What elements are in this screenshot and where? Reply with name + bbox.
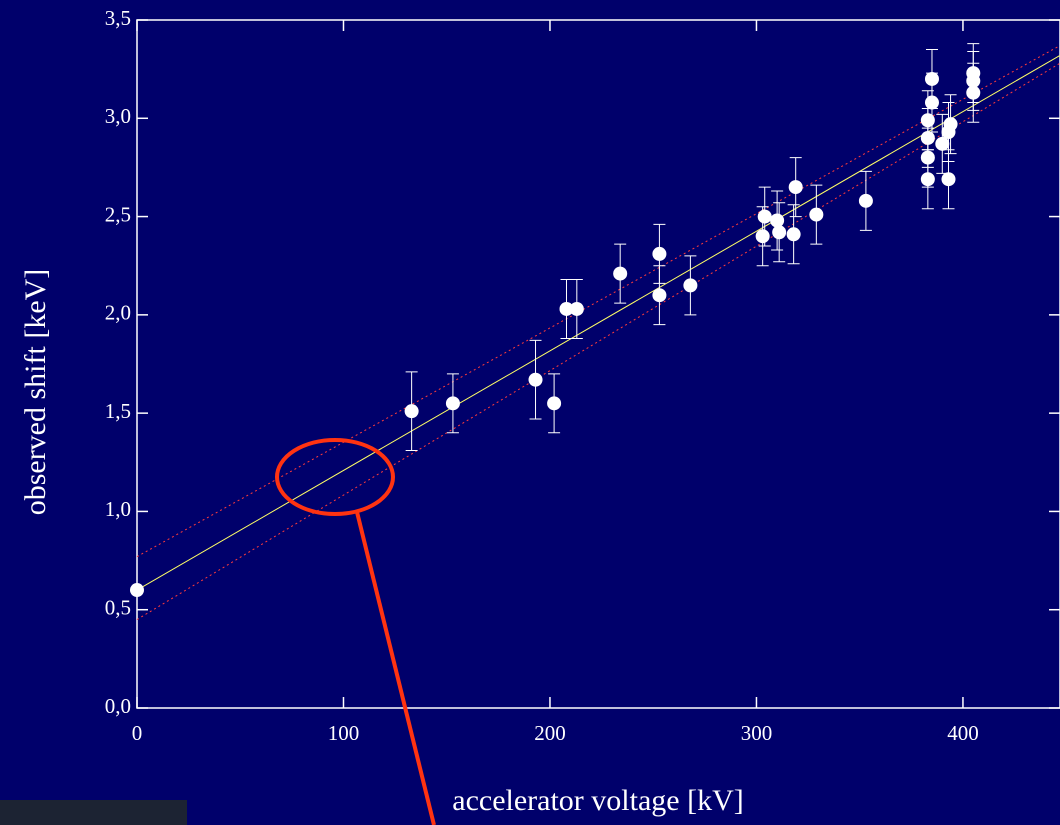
y-tick-label: 3,0 bbox=[105, 104, 131, 128]
data-point bbox=[130, 583, 144, 598]
y-tick-label: 2,5 bbox=[105, 202, 131, 226]
data-point bbox=[788, 180, 803, 195]
y-tick-label: 2,0 bbox=[105, 301, 131, 325]
x-tick-label: 400 bbox=[947, 721, 979, 745]
confidence-band bbox=[136, 45, 1060, 558]
y-tick-label: 0,5 bbox=[105, 596, 131, 620]
x-tick-label: 100 bbox=[328, 721, 360, 745]
x-tick-label: 0 bbox=[132, 721, 143, 745]
x-tick-label: 200 bbox=[534, 721, 566, 745]
data-point bbox=[547, 396, 562, 411]
data-point bbox=[858, 193, 873, 208]
data-point bbox=[772, 225, 787, 240]
data-point bbox=[559, 301, 574, 316]
data-point bbox=[569, 301, 584, 316]
y-tick-label: 1,5 bbox=[105, 399, 131, 423]
y-tick-label: 0,0 bbox=[105, 694, 131, 718]
data-point bbox=[924, 95, 939, 110]
data-point bbox=[755, 229, 770, 244]
data-point bbox=[786, 227, 801, 242]
highlight-arrow bbox=[355, 511, 436, 825]
data-point bbox=[445, 396, 460, 411]
data-point bbox=[770, 213, 785, 228]
data-point bbox=[613, 266, 628, 281]
data-point bbox=[528, 372, 543, 387]
y-tick-label: 1,0 bbox=[105, 497, 131, 521]
y-tick-label: 3,5 bbox=[105, 6, 131, 30]
data-point bbox=[404, 404, 419, 419]
y-axis-title: observed shift [keV] bbox=[19, 269, 52, 516]
data-point bbox=[920, 130, 935, 145]
data-point bbox=[943, 117, 958, 132]
data-point bbox=[941, 172, 956, 187]
plot-frame bbox=[136, 19, 1060, 709]
data-point bbox=[966, 85, 981, 100]
data-point bbox=[683, 278, 698, 293]
data-point bbox=[652, 288, 667, 303]
data-point bbox=[809, 207, 824, 222]
data-point bbox=[652, 246, 667, 261]
data-point bbox=[757, 209, 772, 224]
highlight-ellipse bbox=[275, 438, 395, 516]
x-tick-label: 300 bbox=[741, 721, 773, 745]
plot-area: 0,0 0,5 1,0 1,5 2,0 2,5 3,0 3,5 0 100 200 300 400 bbox=[105, 6, 1060, 745]
x-axis-title: accelerator voltage [kV] bbox=[452, 784, 744, 817]
data-point bbox=[935, 136, 950, 151]
corner-patch bbox=[0, 800, 187, 825]
